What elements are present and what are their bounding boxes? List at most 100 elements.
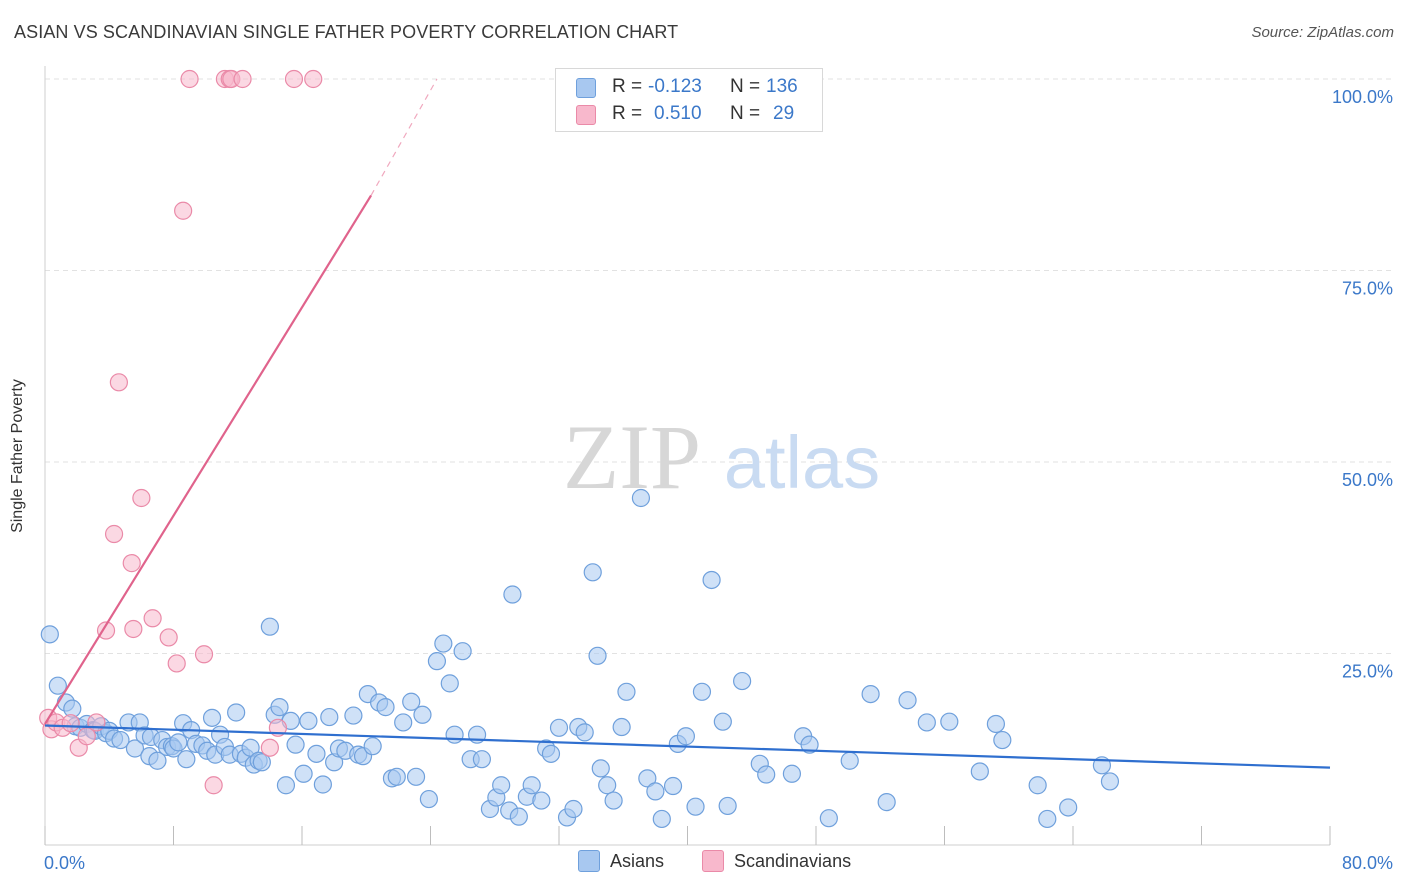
asian-point — [541, 744, 561, 763]
asian-point — [299, 711, 318, 731]
scandinavian-trend-line — [44, 194, 373, 725]
scandinavian-point — [96, 621, 116, 640]
asian-point — [532, 791, 551, 810]
scandinavian-point — [233, 69, 252, 89]
asian-point — [733, 671, 752, 691]
scandinavian-point — [122, 554, 141, 573]
asian-point — [638, 769, 657, 788]
r-label: R = — [612, 76, 643, 97]
chart-title: ASIAN VS SCANDINAVIAN SINGLE FATHER POVE… — [14, 22, 679, 42]
n-label: N = — [730, 103, 761, 124]
asian-point — [509, 807, 528, 826]
scandinavian-point — [109, 373, 128, 392]
scandinavian-point — [104, 524, 124, 544]
asian-point — [1100, 772, 1120, 791]
asian-point — [877, 793, 896, 812]
legend-scandinavians-label: Scandinavians — [734, 850, 852, 871]
asian-point — [252, 753, 271, 772]
asian-point — [692, 682, 712, 701]
asian-point — [394, 713, 413, 732]
asian-point — [757, 765, 776, 784]
asian-trend-line — [44, 724, 1331, 769]
asian-point — [434, 634, 453, 653]
y-axis-label: Single Father Poverty — [9, 379, 26, 533]
y-tick-label: 50.0% — [1342, 470, 1393, 490]
asian-point — [492, 776, 511, 795]
asian-point — [986, 714, 1006, 734]
n-value: 136 — [766, 76, 798, 97]
scandinavian-point — [159, 628, 178, 647]
asian-point — [387, 767, 406, 786]
x-tick-labels: 0.0% 80.0% — [44, 853, 1393, 873]
asian-point — [177, 750, 196, 769]
legend-asians[interactable]: Asians — [578, 850, 664, 872]
scandinavian-point — [304, 69, 323, 89]
asian-point — [320, 707, 339, 727]
scandinavian-point — [143, 609, 162, 628]
scandinavian-point — [174, 201, 193, 220]
asian-point — [598, 776, 617, 795]
asian-point — [663, 776, 683, 796]
asian-point — [686, 797, 705, 816]
asian-point — [440, 674, 459, 693]
asian-point — [782, 764, 802, 783]
scandinavian-point — [124, 619, 143, 639]
asian-point — [646, 782, 665, 801]
source-label: Source: ZipAtlas.com — [1251, 24, 1394, 41]
stats-box: R = -0.123 N = 136 R = 0.510 N = 29 — [555, 68, 823, 132]
watermark: ZIP atlas — [563, 406, 880, 508]
asian-point — [48, 676, 67, 695]
asian-point — [276, 776, 296, 795]
scandinavian-point — [132, 488, 151, 508]
data-points — [39, 69, 1120, 829]
n-value: 29 — [773, 103, 795, 124]
asian-point — [307, 744, 326, 763]
asian-point — [472, 750, 491, 769]
asian-point — [713, 712, 732, 731]
legend-asians-label: Asians — [610, 850, 665, 871]
asian-point — [993, 730, 1012, 750]
asian-point — [260, 617, 279, 636]
asian-point — [1038, 809, 1057, 829]
y-tick-label: 100.0% — [1332, 87, 1393, 107]
asian-point — [125, 739, 145, 758]
r-label: R = — [612, 103, 643, 124]
asian-point — [861, 684, 880, 704]
asian-point — [111, 730, 130, 750]
asian-point — [917, 713, 936, 732]
asian-point — [549, 718, 569, 737]
scandinavian-point — [61, 714, 80, 733]
asian-point — [376, 698, 395, 717]
scandinavian-point — [194, 645, 214, 664]
asian-point — [604, 791, 623, 810]
asian-point — [169, 733, 188, 752]
asian-point — [40, 625, 59, 644]
scandinavian-point — [167, 654, 186, 673]
asian-point — [1059, 798, 1078, 817]
asian-point — [522, 776, 541, 795]
asian-point — [363, 737, 382, 756]
asian-point — [591, 759, 610, 778]
asian-point — [413, 705, 432, 724]
asian-point — [840, 751, 859, 770]
grid-lines — [45, 78, 1392, 654]
legend-scandinavians[interactable]: Scandinavians — [702, 850, 851, 872]
asian-point — [970, 762, 989, 781]
asian-point — [1028, 776, 1047, 795]
asian-point — [612, 717, 631, 737]
legend-asians-swatch — [578, 850, 600, 872]
asian-point — [819, 809, 838, 828]
asians-swatch — [576, 78, 596, 98]
asian-point — [406, 767, 426, 786]
asian-point — [294, 764, 313, 783]
watermark-zip: ZIP — [563, 406, 701, 508]
y-tick-labels: 25.0% 50.0% 75.0% 100.0% — [1332, 87, 1393, 682]
asian-point — [419, 789, 438, 809]
asian-point — [583, 563, 602, 582]
legend-scandinavians-swatch — [702, 850, 724, 872]
asian-point — [313, 775, 332, 794]
asian-point — [402, 692, 421, 711]
asian-point — [270, 698, 289, 717]
n-label: N = — [730, 76, 761, 97]
